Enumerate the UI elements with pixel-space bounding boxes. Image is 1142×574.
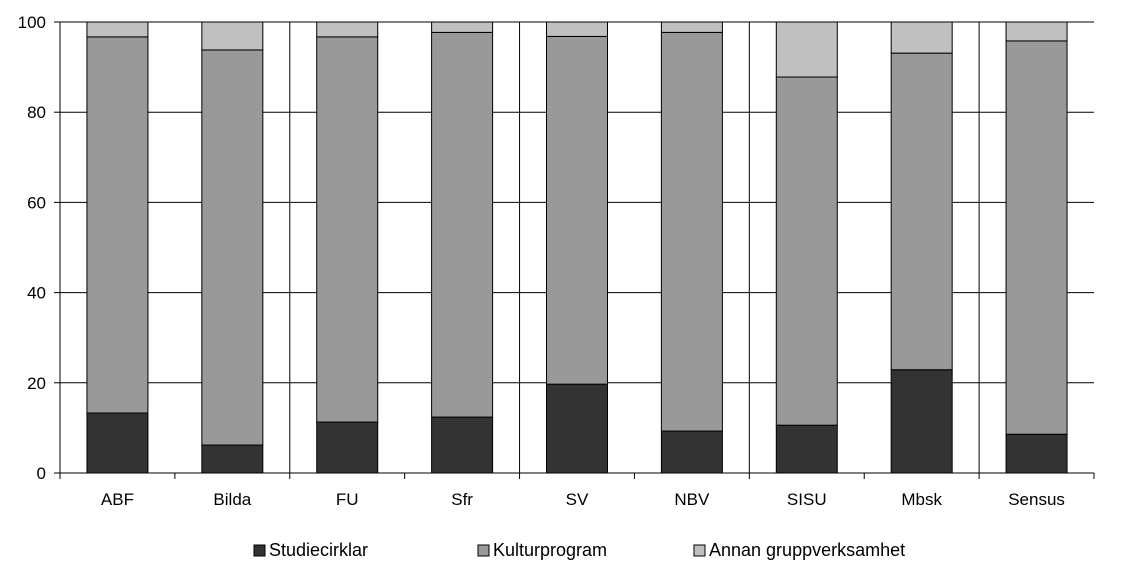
legend-label: Kulturprogram [493,540,607,560]
x-tick-label: ABF [101,490,134,509]
bars [86,21,1068,474]
bar-segment-kulturprogram [775,76,838,426]
x-tick-label: Bilda [213,490,251,509]
legend-label: Studiecirklar [269,540,368,560]
x-tick-label: Sensus [1008,490,1065,509]
y-tick-label: 80 [27,103,46,122]
x-tick-label: NBV [674,490,710,509]
bar-segment-kulturprogram [316,36,379,423]
bar-segment-kulturprogram [660,31,723,432]
legend: Studiecirklar Kulturprogram Annan gruppver… [253,540,905,560]
bar-segment-kulturprogram [201,49,264,446]
legend-swatch [693,544,706,557]
x-tick-label: SV [566,490,589,509]
bar-segment-annan-gruppverksamhet [890,21,953,54]
y-tick-label: 40 [27,284,46,303]
legend-label: Annan gruppverksamhet [709,540,905,560]
y-tick-label: 0 [37,464,46,483]
bar-segment-kulturprogram [1005,40,1068,435]
bar-segment-annan-gruppverksamhet [660,21,723,33]
bar-segment-annan-gruppverksamhet [316,21,379,38]
bar-segment-studiecirklar [1005,433,1068,474]
axes [54,21,1095,479]
bar-segment-kulturprogram [431,31,494,418]
bar-segment-annan-gruppverksamhet [775,21,838,78]
bar-segment-studiecirklar [431,416,494,474]
bar-segment-kulturprogram [890,52,953,371]
bar-segment-kulturprogram [86,36,149,414]
category-separators [289,22,980,473]
bar-segment-studiecirklar [201,444,264,474]
y-tick-labels: 0 20 40 60 80 100 [18,13,46,483]
y-tick-label: 100 [18,13,46,32]
bar-segment-studiecirklar [660,430,723,474]
bar-segment-annan-gruppverksamhet [201,21,264,51]
x-tick-labels: ABF Bilda FU Sfr SV NBV SISU Mbsk Sensus [101,490,1065,509]
bar-segment-annan-gruppverksamhet [86,21,149,38]
x-tick-label: Mbsk [901,490,942,509]
y-tick-label: 20 [27,374,46,393]
x-tick-label: FU [336,490,359,509]
x-tick-label: Sfr [451,490,473,509]
bar-segment-studiecirklar [546,383,608,474]
bar-segment-studiecirklar [86,412,149,474]
bar-segment-annan-gruppverksamhet [546,21,608,37]
bar-segment-studiecirklar [316,421,379,474]
x-tick-label: SISU [787,490,827,509]
bar-segment-studiecirklar [775,424,838,474]
y-tick-label: 60 [27,193,46,212]
bar-segment-studiecirklar [890,369,953,474]
legend-swatch [253,544,266,557]
bar-segment-annan-gruppverksamhet [431,21,494,33]
bar-segment-kulturprogram [546,35,608,385]
legend-swatch [477,544,490,557]
bar-segment-annan-gruppverksamhet [1005,21,1068,42]
